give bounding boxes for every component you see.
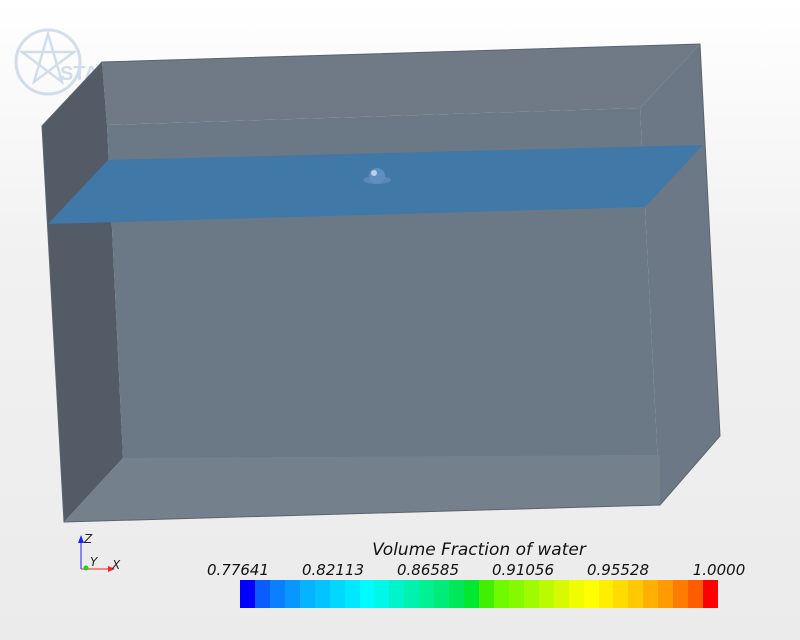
color-bar-segment xyxy=(419,580,435,608)
color-bar-segment xyxy=(479,580,494,608)
color-bar-segment xyxy=(269,580,285,608)
color-bar-segment xyxy=(628,580,644,608)
color-bar-segment xyxy=(703,580,718,608)
color-bar-segment xyxy=(643,580,659,608)
color-bar-segment xyxy=(538,580,554,608)
color-bar-segment xyxy=(449,580,465,608)
color-bar-segment xyxy=(613,580,629,608)
scalar-bar-ticks: 0.77641 0.82113 0.86585 0.91056 0.95528 … xyxy=(200,561,760,581)
x-axis-label: X xyxy=(112,558,121,572)
tick-label: 0.86585 xyxy=(396,561,460,579)
color-bar-segment xyxy=(434,580,450,608)
color-bar-segment xyxy=(508,580,524,608)
water-surface xyxy=(48,145,703,224)
color-bar-segment xyxy=(404,580,420,608)
tank-box xyxy=(41,43,721,523)
color-bar-segment xyxy=(464,580,479,608)
tick-label: 0.82113 xyxy=(301,561,365,579)
color-bar-segment xyxy=(688,580,704,608)
scalar-color-bar xyxy=(240,580,718,608)
color-bar-segment xyxy=(598,580,614,608)
tick-label: 1.0000 xyxy=(692,561,746,579)
color-bar-segment xyxy=(254,580,270,608)
y-axis-label: Y xyxy=(90,555,98,569)
color-bar-segment xyxy=(568,580,584,608)
color-bar-segment xyxy=(389,580,405,608)
color-bar-segment xyxy=(374,580,390,608)
tick-label: 0.95528 xyxy=(586,561,650,579)
tick-label: 0.77641 xyxy=(206,561,270,579)
color-bar-segment xyxy=(314,580,330,608)
color-bar-segment xyxy=(658,580,674,608)
color-bar-segment xyxy=(523,580,539,608)
color-bar-segment xyxy=(553,580,569,608)
z-axis-label: Z xyxy=(84,532,93,546)
color-bar-segment xyxy=(359,580,375,608)
color-bar-segment xyxy=(240,580,255,608)
color-bar-segment xyxy=(344,580,360,608)
color-bar-segment xyxy=(299,580,315,608)
color-bar-segment xyxy=(284,580,300,608)
color-bar-segment xyxy=(493,580,509,608)
scalar-bar-title: Volume Fraction of water xyxy=(372,540,586,560)
tick-label: 0.91056 xyxy=(491,561,555,579)
droplet-sphere xyxy=(363,168,391,184)
axis-triad xyxy=(78,535,115,572)
color-bar-segment xyxy=(673,580,689,608)
color-bar-segment xyxy=(583,580,599,608)
color-bar-segment xyxy=(329,580,345,608)
